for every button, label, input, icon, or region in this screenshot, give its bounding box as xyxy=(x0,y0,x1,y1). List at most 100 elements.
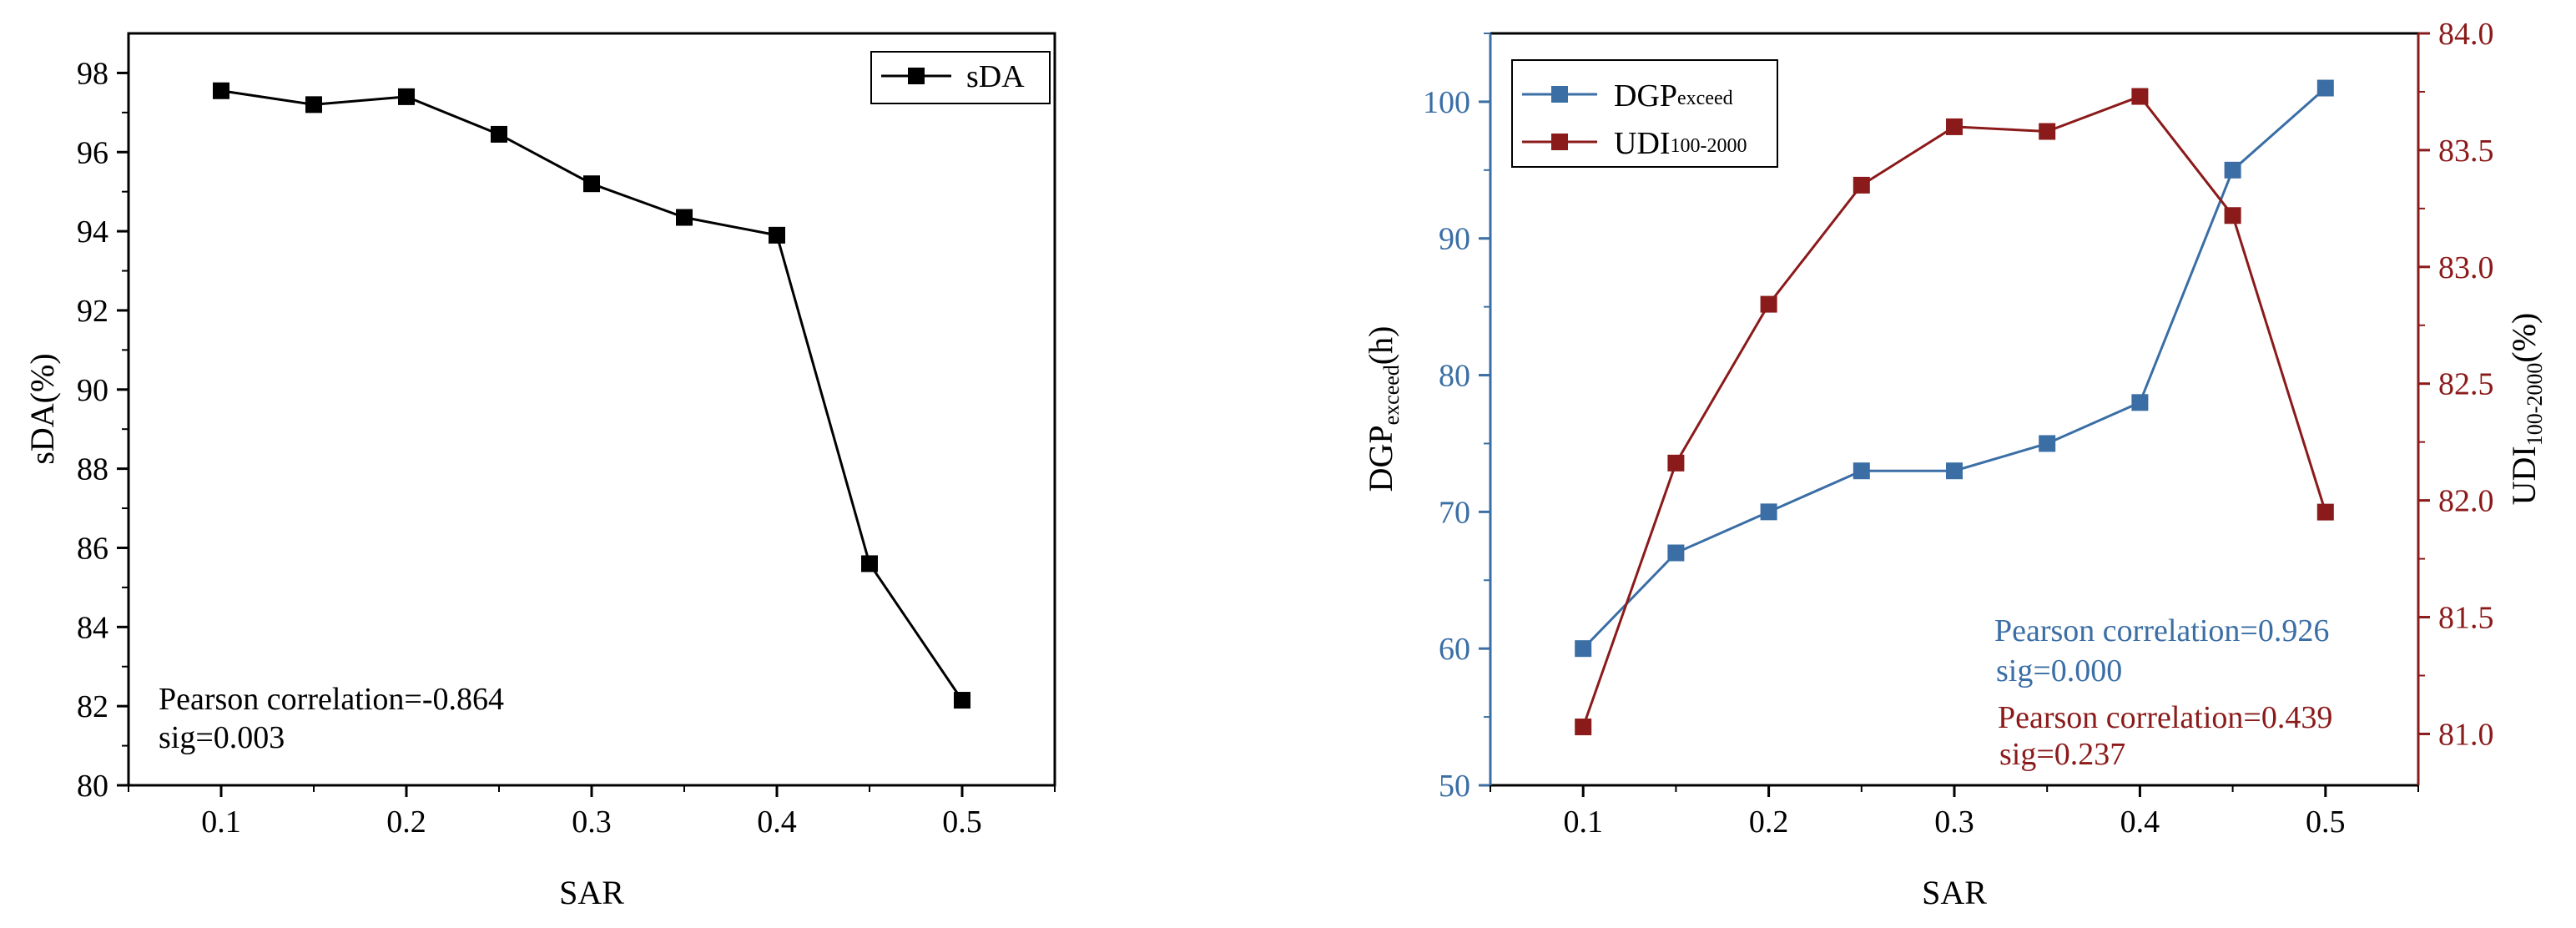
y-tick-label: 86 xyxy=(77,531,108,566)
sda-data-point xyxy=(861,555,878,572)
x-tick-label: 0.5 xyxy=(2306,804,2346,840)
correlation-annotation: Pearson correlation=-0.864 sig=0.003 xyxy=(159,682,504,755)
x-tick-label: 0.2 xyxy=(1749,804,1789,840)
y-tick-label: 92 xyxy=(77,294,108,329)
y-axis-label: sDA(%) xyxy=(23,353,61,464)
y-tick-label: 94 xyxy=(77,214,108,250)
udi-correlation-annotation: Pearson correlation=0.439 sig=0.237 xyxy=(1998,700,2332,772)
right-y-tick-label: 82.0 xyxy=(2438,484,2494,519)
dgp-correlation-annotation: Pearson correlation=0.926 sig=0.000 xyxy=(1994,613,2329,688)
sda-data-point xyxy=(398,88,415,105)
sda-data-point xyxy=(491,125,507,143)
udi-data-point xyxy=(1667,454,1685,472)
right-y-label-sub: 100-2000 xyxy=(2523,363,2547,446)
x-axis-label: SAR xyxy=(1922,874,1987,911)
dgp-udi-chart: 50 60 70 80 90 100 81.0 81.5 82.0 82.5 83.0 83.5 84… xyxy=(1362,17,2547,911)
x-axis-ticks: 0.1 0.2 0.3 0.4 0.5 xyxy=(128,785,1056,840)
legend-udi-main: UDI xyxy=(1614,126,1671,161)
y-tick-label: 88 xyxy=(77,452,108,487)
legend-dgp-main: DGP xyxy=(1614,78,1677,113)
left-y-tick-label: 70 xyxy=(1439,495,1470,530)
legend-label-udi: UDI100-2000 xyxy=(1614,126,1747,161)
y-tick-label: 84 xyxy=(77,610,108,645)
left-y-axis-label: DGPexceed(h) xyxy=(1362,326,1404,492)
y-tick-label: 80 xyxy=(77,769,108,804)
udi-data-point xyxy=(1760,295,1777,313)
right-y-axis-ticks: 81.0 81.5 82.0 82.5 83.0 83.5 84.0 xyxy=(2418,17,2494,752)
x-tick-label: 0.1 xyxy=(201,804,241,840)
y-tick-label: 96 xyxy=(77,135,108,170)
dgp-pearson-text: Pearson correlation=0.926 xyxy=(1994,613,2329,648)
legend-label-sda: sDA xyxy=(966,59,1025,94)
right-y-tick-label: 82.5 xyxy=(2438,367,2494,402)
y-tick-label: 82 xyxy=(77,689,108,724)
x-tick-label: 0.4 xyxy=(757,804,797,840)
dgp-data-point xyxy=(1760,503,1777,521)
left-y-tick-label: 80 xyxy=(1439,359,1470,394)
y-tick-label: 98 xyxy=(77,56,108,91)
sda-data-point xyxy=(213,82,229,99)
legend-swatch-marker-udi xyxy=(1551,134,1568,150)
dgp-data-point xyxy=(2039,435,2056,452)
legend: DGPexceed UDI100-2000 xyxy=(1511,59,1778,168)
sda-data-point xyxy=(769,226,785,244)
legend-swatch-marker xyxy=(908,68,925,84)
sda-data-point xyxy=(583,175,600,193)
right-y-tick-label: 81.5 xyxy=(2438,601,2494,636)
pearson-text: Pearson correlation=-0.864 xyxy=(159,682,504,717)
left-y-tick-label: 90 xyxy=(1439,222,1470,257)
legend: sDA xyxy=(870,51,1051,104)
udi-pearson-text: Pearson correlation=0.439 xyxy=(1998,700,2332,735)
right-y-tick-label: 83.0 xyxy=(2438,250,2494,285)
legend-label-dgp: DGPexceed xyxy=(1614,78,1733,113)
x-tick-label: 0.1 xyxy=(1563,804,1603,840)
sig-text: sig=0.003 xyxy=(159,720,285,755)
udi-data-point xyxy=(2316,503,2334,521)
udi-sig-text: sig=0.237 xyxy=(1999,737,2125,772)
x-tick-label: 0.5 xyxy=(942,804,982,840)
y-tick-label: 90 xyxy=(77,373,108,408)
right-y-axis-label: UDI100-2000(%) xyxy=(2505,313,2547,506)
sda-chart: 80 82 84 86 88 90 92 94 96 98 0.1 0.2 0.3 0.4 0.5 SAR… xyxy=(23,32,1056,911)
legend-udi-sub: 100-2000 xyxy=(1671,135,1747,157)
left-y-tick-label: 100 xyxy=(1423,85,1470,120)
x-axis-ticks: 0.1 0.2 0.3 0.4 0.5 xyxy=(1490,785,2419,840)
dgp-data-point xyxy=(1853,462,1870,480)
x-tick-label: 0.2 xyxy=(386,804,426,840)
x-axis-label: SAR xyxy=(559,874,624,911)
legend-box xyxy=(870,51,1051,104)
dgp-data-point xyxy=(1667,544,1685,562)
left-y-label-main: DGP xyxy=(1362,425,1399,492)
right-y-label-main: UDI xyxy=(2505,446,2543,505)
left-y-tick-label: 50 xyxy=(1439,769,1470,804)
dgp-data-point xyxy=(1946,462,1963,480)
right-y-label-tail: (%) xyxy=(2505,313,2543,363)
dgp-series-markers xyxy=(1575,79,2334,658)
udi-data-point xyxy=(1575,719,1592,736)
udi-series-markers xyxy=(1575,88,2334,736)
x-tick-label: 0.4 xyxy=(2120,804,2160,840)
dgp-data-point xyxy=(2131,394,2149,411)
left-y-axis-ticks: 50 60 70 80 90 100 xyxy=(1423,33,1490,804)
right-y-tick-label: 84.0 xyxy=(2438,17,2494,52)
dgp-data-point xyxy=(1575,640,1592,658)
left-y-label-tail: (h) xyxy=(1362,326,1399,366)
udi-data-point xyxy=(2224,207,2241,224)
sda-data-point xyxy=(305,96,322,113)
udi-data-point xyxy=(1853,176,1870,194)
udi-data-point xyxy=(2039,123,2056,140)
left-y-tick-label: 60 xyxy=(1439,632,1470,667)
x-tick-label: 0.3 xyxy=(1934,804,1974,840)
sda-data-point xyxy=(676,209,693,226)
right-y-tick-label: 81.0 xyxy=(2438,717,2494,752)
udi-data-point xyxy=(1946,118,1963,135)
legend-swatch-marker-dgp xyxy=(1551,86,1568,103)
sda-series-markers xyxy=(213,82,970,709)
right-y-tick-label: 83.5 xyxy=(2438,134,2494,169)
sda-data-point xyxy=(954,692,970,709)
dgp-sig-text: sig=0.000 xyxy=(1996,653,2122,688)
dgp-data-point xyxy=(2224,161,2241,179)
y-axis-ticks: 80 82 84 86 88 90 92 94 96 98 xyxy=(77,56,129,804)
legend-dgp-sub: exceed xyxy=(1677,88,1733,109)
